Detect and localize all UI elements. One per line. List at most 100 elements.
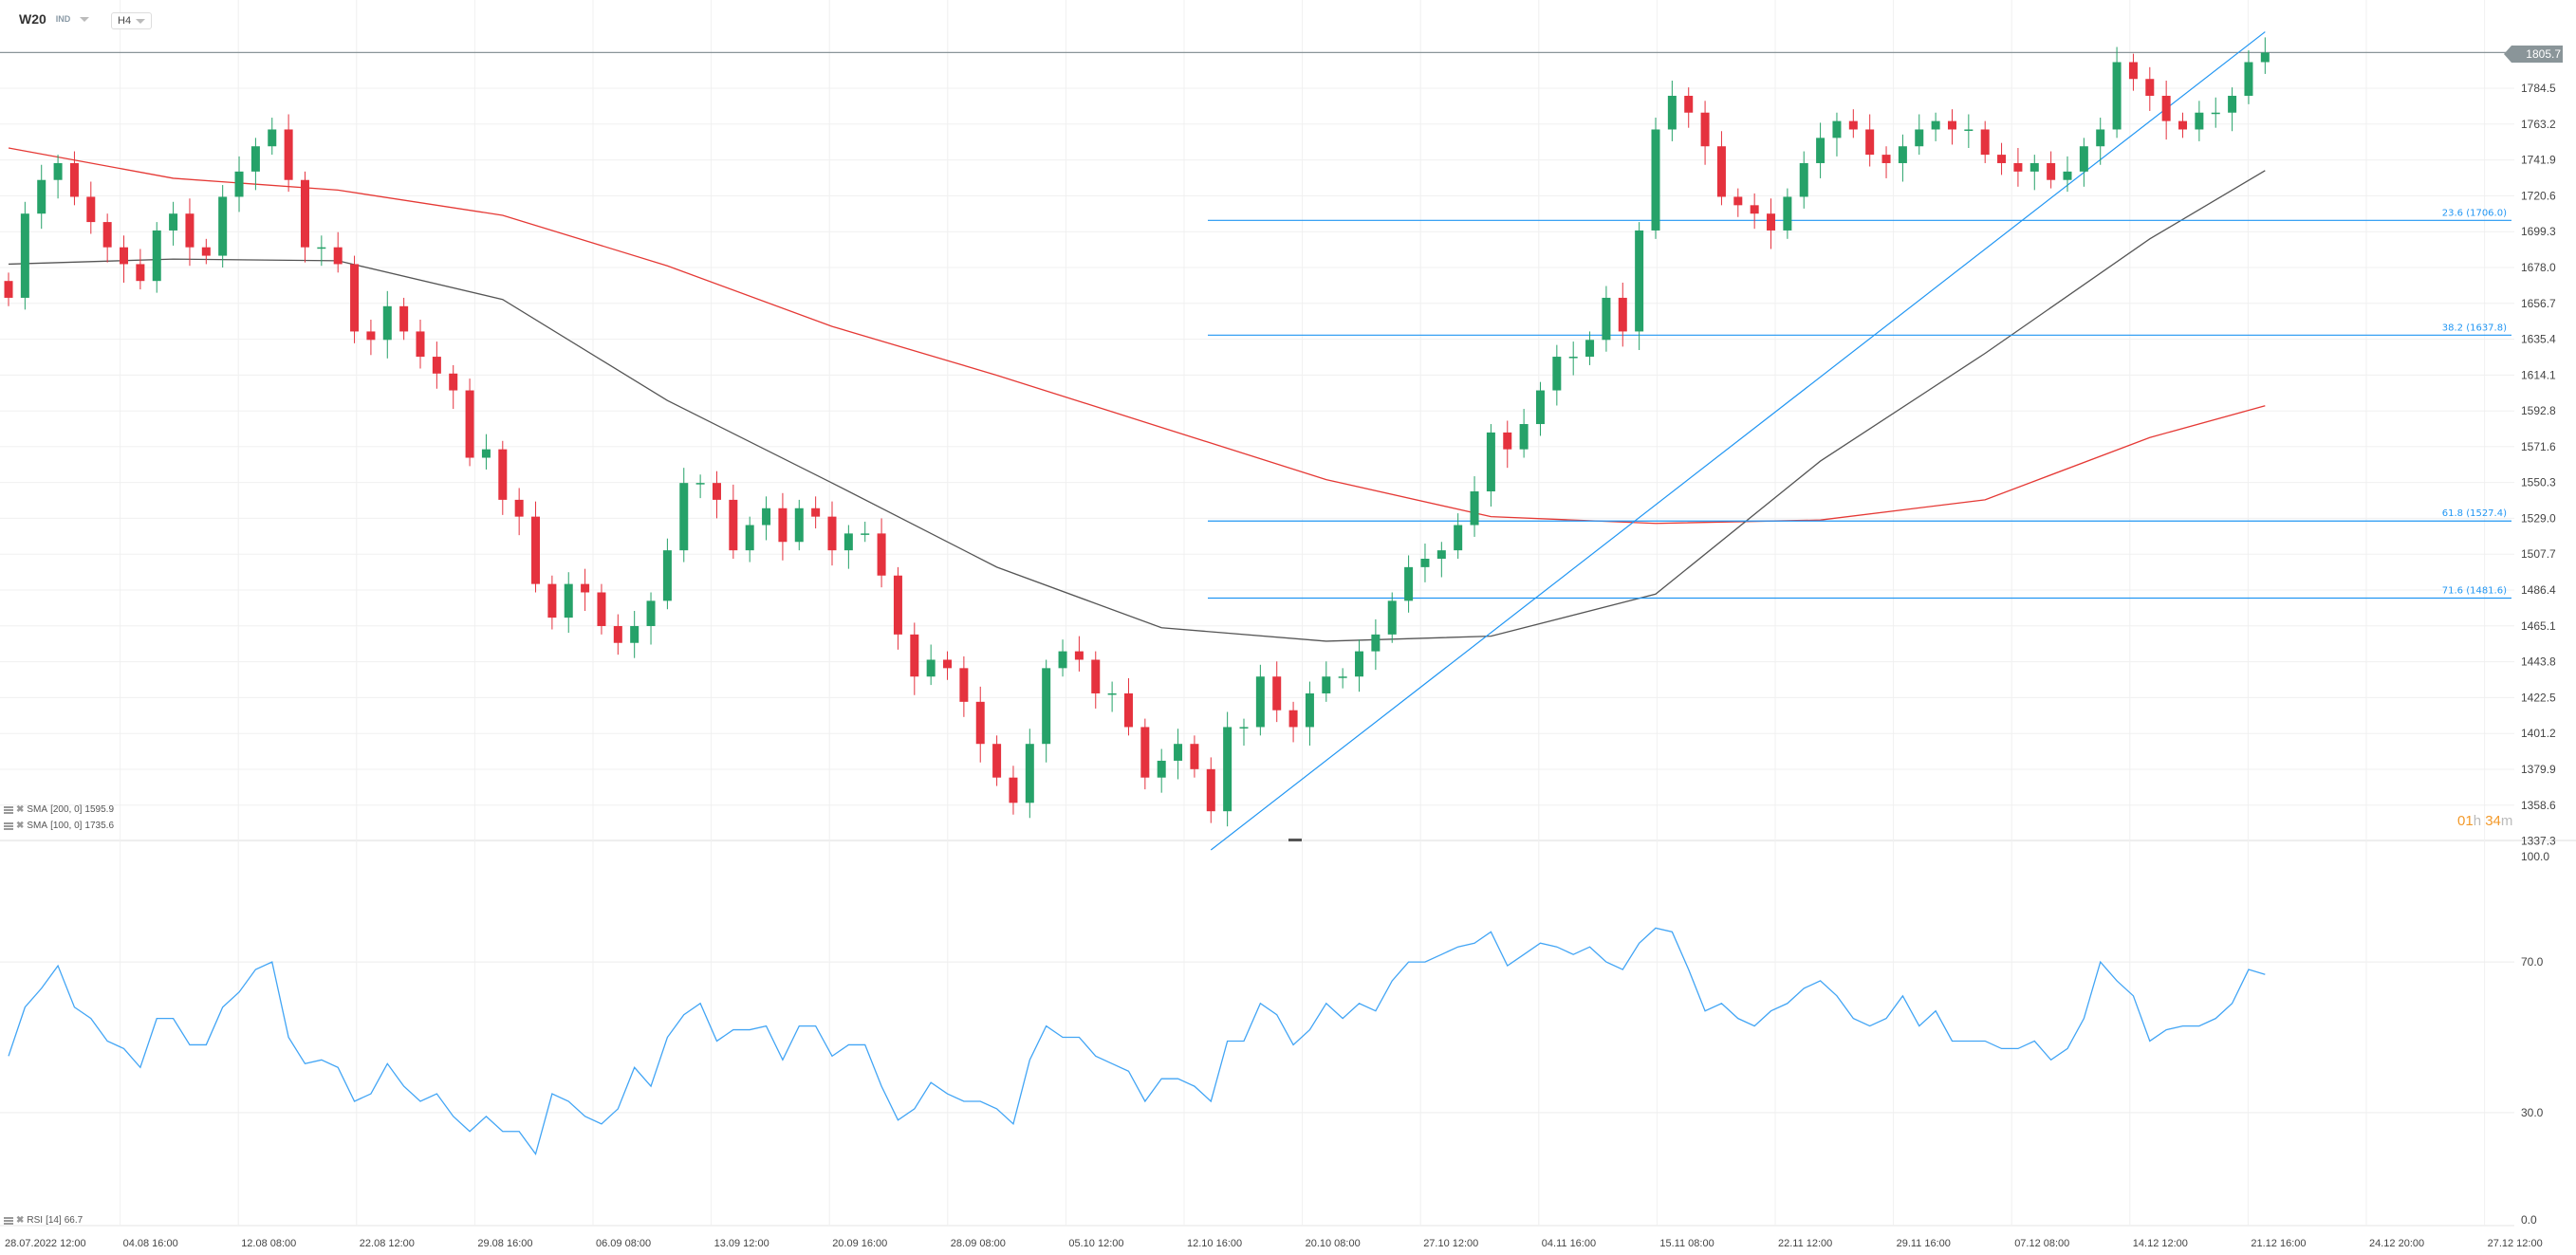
fib-level-label: 38.2 (1637.8) — [2442, 323, 2507, 333]
candle — [662, 538, 672, 610]
candle-body — [564, 583, 573, 618]
instrument-header: W20 IND — [19, 11, 90, 27]
time-axis-label: 29.11 16:00 — [1897, 1238, 1951, 1249]
candle-body — [1255, 676, 1265, 728]
candle-body — [827, 516, 837, 551]
settings-menu-icon[interactable] — [4, 1216, 13, 1225]
candle-body — [910, 634, 919, 677]
candle — [1799, 151, 1808, 209]
settings-menu-icon[interactable] — [4, 821, 13, 830]
legend-rsi: ✖ RSI [14] 66.7 — [4, 1215, 83, 1226]
candle-body — [1042, 668, 1051, 745]
candle-body — [514, 499, 524, 517]
candle — [827, 501, 837, 566]
candle-body — [1420, 559, 1430, 567]
candle-body — [1816, 138, 1825, 163]
candle — [317, 235, 326, 267]
candle-body — [581, 583, 590, 593]
legend-params: [200, 0] — [50, 804, 83, 815]
candle — [1651, 118, 1660, 239]
candle-body — [1371, 634, 1381, 652]
candle-body — [1058, 651, 1067, 669]
candle-body — [1635, 230, 1644, 332]
candle — [1915, 114, 1924, 156]
remove-icon[interactable]: ✖ — [16, 1215, 25, 1226]
candle — [679, 468, 689, 563]
candle-body — [399, 305, 409, 332]
candle — [102, 213, 112, 263]
candle — [4, 272, 13, 306]
candle — [1684, 87, 1694, 128]
legend-sma200: ✖ SMA [200, 0] 1595.9 — [4, 804, 114, 815]
candle — [630, 611, 639, 658]
candle-body — [1898, 146, 1907, 163]
candle — [778, 492, 788, 561]
candle — [975, 686, 985, 763]
candle-body — [1272, 676, 1282, 711]
candle-body — [1288, 710, 1298, 728]
candle-body — [1881, 155, 1891, 163]
time-axis-label: 14.12 12:00 — [2133, 1238, 2188, 1249]
candle — [581, 568, 590, 612]
price-axis-label: 1720.6 — [2521, 189, 2556, 202]
candle — [910, 622, 919, 695]
candle — [959, 655, 969, 717]
candle — [1716, 131, 1726, 206]
candle — [1074, 636, 1084, 672]
candle — [2128, 53, 2138, 91]
candle — [234, 156, 244, 212]
settings-menu-icon[interactable] — [4, 805, 13, 814]
candle — [712, 471, 721, 519]
candle-body — [1404, 566, 1414, 601]
candle — [843, 525, 853, 569]
price-axis-label: 1763.2 — [2521, 118, 2556, 131]
candle-body — [1519, 424, 1529, 450]
candle — [1700, 101, 1710, 165]
candle — [1338, 668, 1347, 689]
candle — [1816, 122, 1825, 178]
remove-icon[interactable]: ✖ — [16, 821, 25, 831]
rsi-axis-label: 100.0 — [2521, 850, 2549, 863]
candle-body — [366, 331, 376, 341]
candle — [1042, 659, 1051, 763]
candle-body — [152, 230, 161, 282]
candle — [1404, 555, 1414, 613]
candle — [877, 518, 886, 588]
candle — [152, 222, 161, 293]
time-axis-label: 22.11 12:00 — [1778, 1238, 1832, 1249]
candle — [1387, 592, 1397, 643]
candle — [1058, 639, 1067, 677]
price-axis-label: 1401.2 — [2521, 727, 2556, 740]
candle-body — [1535, 390, 1545, 425]
pane-resize-handle[interactable] — [1288, 839, 1302, 841]
candle-body — [2063, 171, 2072, 180]
candle — [1223, 711, 1232, 827]
candle — [185, 198, 195, 267]
candle — [861, 521, 870, 543]
fib-level-label: 71.6 (1481.6) — [2442, 586, 2507, 597]
rsi-axis-label: 30.0 — [2521, 1106, 2544, 1119]
instrument-dropdown-chevron-icon[interactable] — [80, 16, 90, 22]
price-axis-label: 1422.5 — [2521, 691, 2556, 704]
candle-body — [811, 508, 821, 517]
candle-body — [1223, 727, 1232, 812]
candle — [1436, 542, 1446, 578]
candle-body — [712, 483, 721, 500]
sma200-line — [8, 147, 2266, 525]
candle-body — [250, 146, 260, 172]
remove-icon[interactable]: ✖ — [16, 804, 25, 815]
candle — [1123, 677, 1133, 736]
candle — [86, 181, 96, 234]
timeframe-select[interactable]: H4 — [111, 12, 153, 29]
candle-body — [2096, 129, 2105, 147]
candle — [926, 644, 936, 686]
time-axis-label: 21.12 16:00 — [2251, 1238, 2306, 1249]
candle — [284, 114, 293, 193]
price-axis-label: 1529.0 — [2521, 511, 2556, 525]
legend-value: 1595.9 — [84, 804, 115, 815]
candle-body — [201, 247, 211, 256]
candle-body — [1980, 129, 1990, 156]
candle-body — [695, 483, 705, 485]
candle — [1585, 331, 1595, 365]
